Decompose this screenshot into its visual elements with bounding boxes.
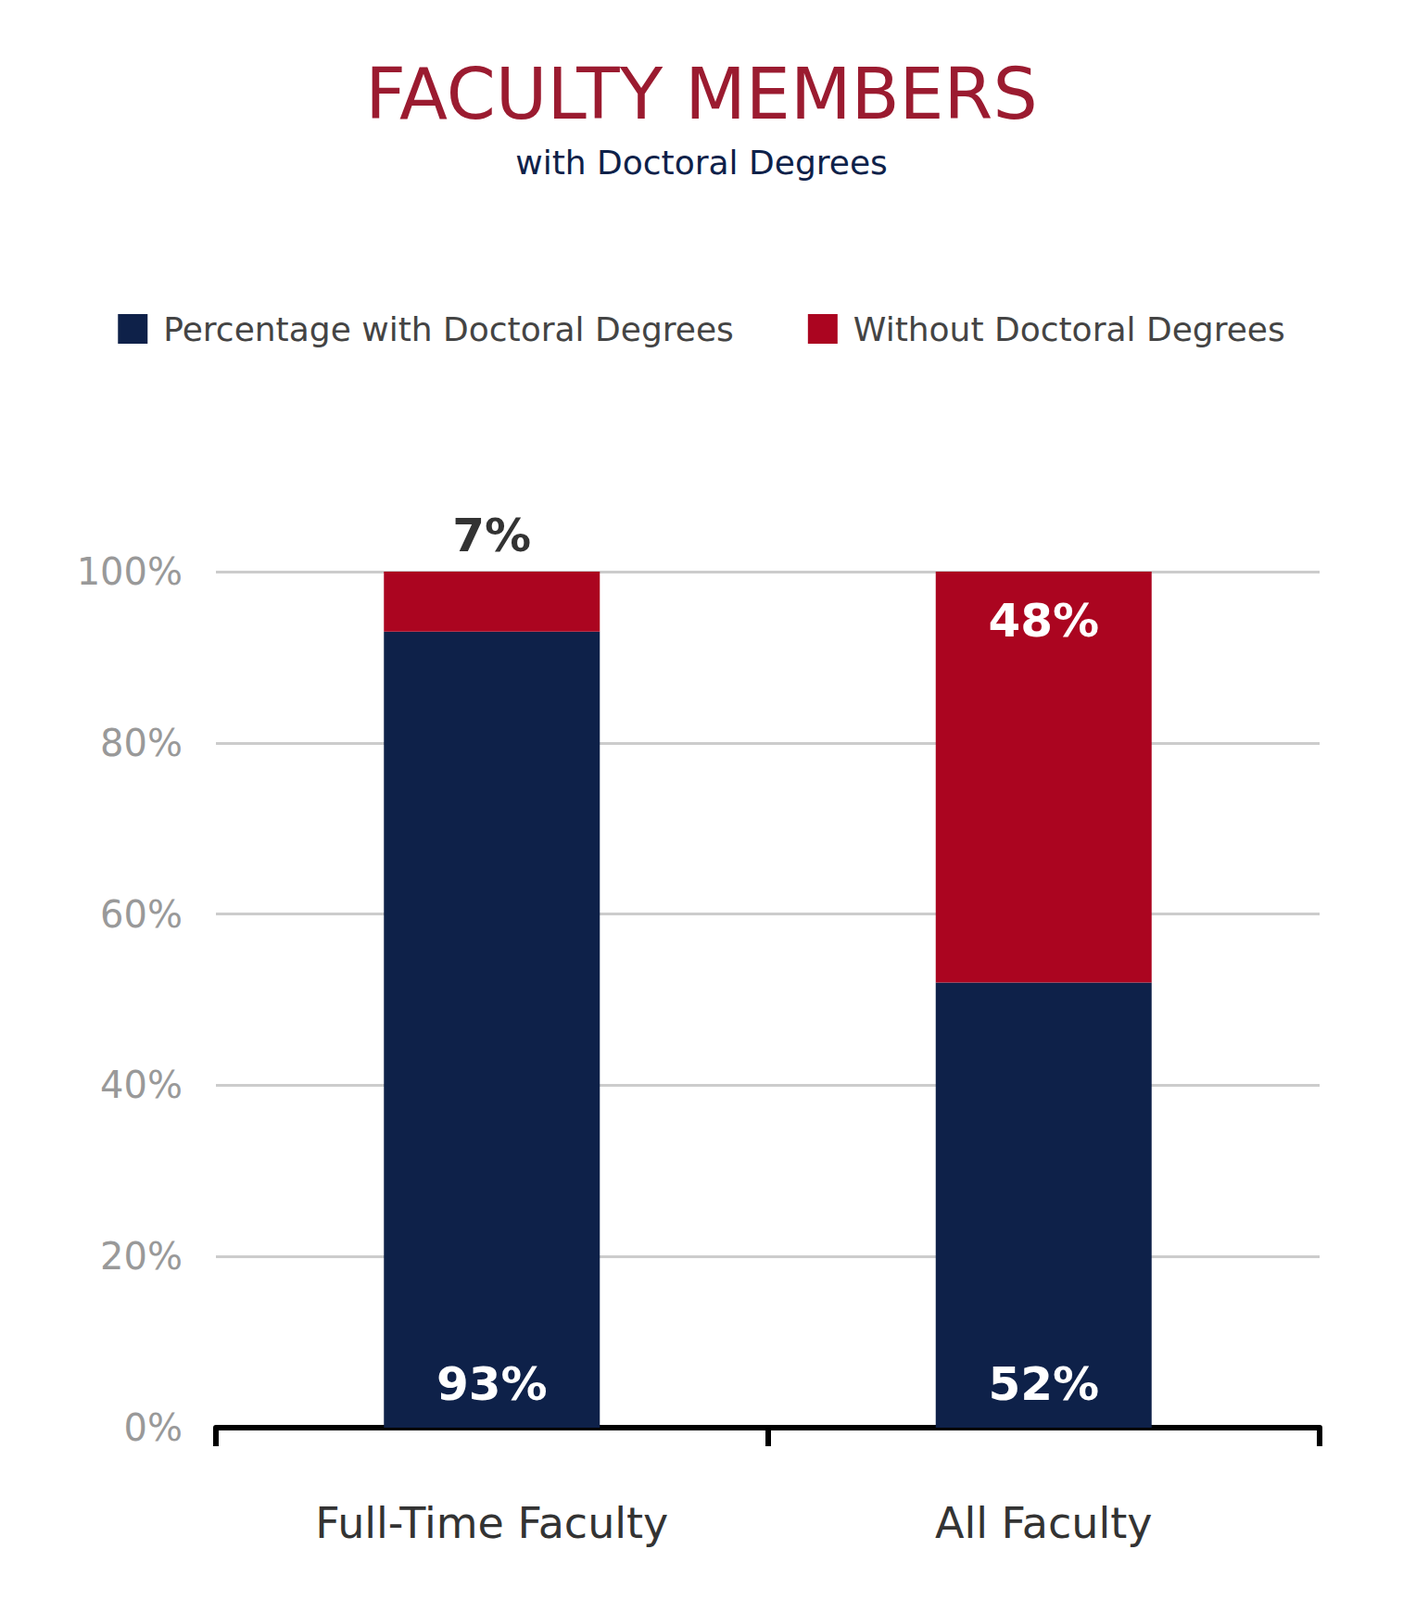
svg-text:80%: 80%	[100, 721, 183, 765]
svg-text:52%: 52%	[987, 1357, 1100, 1412]
svg-text:60%: 60%	[100, 893, 183, 936]
svg-text:0%: 0%	[124, 1406, 183, 1450]
svg-text:Full-Time Faculty: Full-Time Faculty	[315, 1498, 669, 1549]
svg-text:Without Doctoral Degrees: Without Doctoral Degrees	[853, 310, 1286, 349]
svg-text:100%: 100%	[76, 550, 183, 594]
svg-text:All Faculty: All Faculty	[935, 1498, 1153, 1549]
svg-text:48%: 48%	[987, 594, 1100, 648]
svg-text:with Doctoral Degrees: with Doctoral Degrees	[515, 143, 888, 182]
svg-text:Percentage with Doctoral Degre: Percentage with Doctoral Degrees	[163, 310, 734, 349]
svg-text:20%: 20%	[100, 1235, 183, 1278]
svg-text:7%: 7%	[452, 508, 531, 563]
svg-text:40%: 40%	[100, 1063, 183, 1107]
svg-text:FACULTY MEMBERS: FACULTY MEMBERS	[365, 52, 1037, 136]
svg-text:93%: 93%	[436, 1357, 548, 1412]
